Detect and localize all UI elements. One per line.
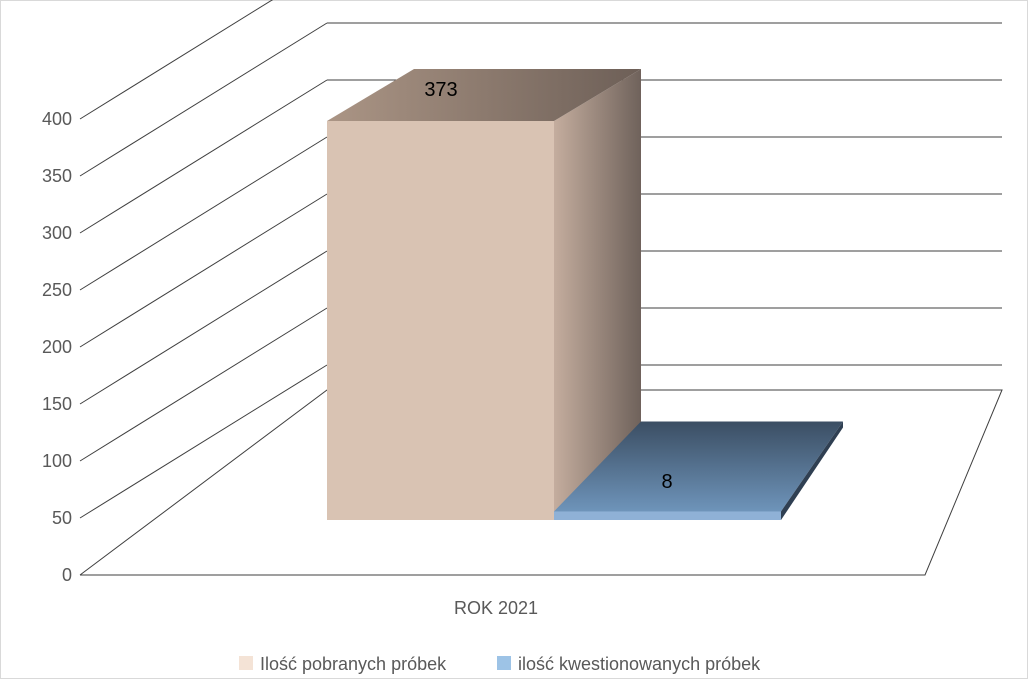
y-tick-label: 100 xyxy=(42,451,72,471)
gridline-diagonal xyxy=(79,250,328,405)
gridline-diagonal xyxy=(79,79,328,234)
bars xyxy=(327,69,843,520)
labels: 0 50 100 150 200 250 300 350 400 373 8 xyxy=(42,79,673,585)
y-tick-label: 0 xyxy=(62,565,72,585)
gridline-diagonal xyxy=(79,136,328,291)
y-tick-label: 50 xyxy=(52,508,72,528)
chart-floor xyxy=(79,389,1003,576)
y-tick-label: 350 xyxy=(42,166,72,186)
category-label: ROK 2021 xyxy=(454,598,538,618)
legend-swatch-series-2 xyxy=(497,656,511,670)
gridline-diagonal xyxy=(79,193,328,348)
legend-swatch-series-1 xyxy=(239,656,253,670)
y-tick-label: 400 xyxy=(42,109,72,129)
bar-series-2-top xyxy=(554,421,843,512)
bar-series-1-front xyxy=(327,121,554,520)
bar-series-1-top xyxy=(327,69,641,121)
gridline-diagonal xyxy=(79,0,274,120)
gridline-diagonal xyxy=(79,307,328,462)
gridline-diagonal xyxy=(79,22,328,177)
floor-outline xyxy=(79,389,1003,576)
y-tick-label: 150 xyxy=(42,394,72,414)
data-label-series-1: 373 xyxy=(424,79,457,101)
y-tick-label: 300 xyxy=(42,223,72,243)
legend-label-series-1: Ilość pobranych próbek xyxy=(260,654,447,674)
legend-label-series-2: ilość kwestionowanych próbek xyxy=(518,654,761,674)
y-tick-label: 250 xyxy=(42,280,72,300)
bar-series-2-side xyxy=(781,421,843,520)
gridline-diagonal xyxy=(79,364,328,519)
y-tick-label: 200 xyxy=(42,337,72,357)
bar-series-2-front xyxy=(554,511,781,520)
data-label-series-2: 8 xyxy=(661,471,672,493)
bar-series-1-side xyxy=(554,69,641,520)
legend: Ilość pobranych próbek ilość kwestionowa… xyxy=(239,654,761,674)
